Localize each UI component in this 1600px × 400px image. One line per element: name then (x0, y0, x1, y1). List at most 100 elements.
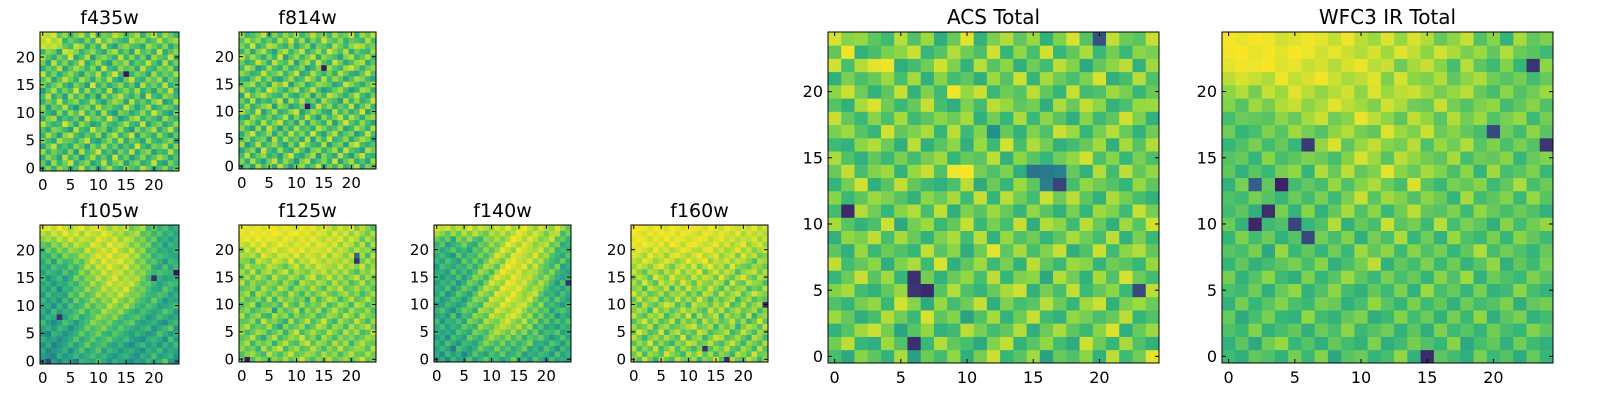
heatmap-cell (162, 120, 169, 127)
heatmap-cell (658, 257, 665, 264)
heatmap-cell (894, 164, 908, 179)
heatmap-cell (304, 323, 311, 330)
heatmap-cell (841, 296, 855, 311)
heatmap-cell (652, 246, 659, 253)
heatmap-cell (658, 252, 665, 259)
heatmap-cell (167, 32, 174, 38)
heatmap-cell (696, 334, 703, 341)
heatmap-cell (636, 312, 643, 319)
heatmap-cell (554, 257, 561, 264)
heatmap-cell (348, 70, 355, 77)
heatmap-cell (1248, 230, 1263, 245)
heatmap-cell (1354, 296, 1369, 311)
heatmap-cell (702, 318, 709, 325)
heatmap-cell (1106, 204, 1120, 218)
heatmap-cell (162, 241, 169, 248)
heatmap-cell (828, 32, 842, 46)
heatmap-cell (641, 246, 648, 253)
heatmap-cell (505, 225, 512, 231)
heatmap-cell (1394, 270, 1408, 284)
heatmap-cell (239, 119, 245, 126)
heatmap-cell (310, 64, 317, 71)
heatmap-cell (282, 246, 289, 253)
heatmap-cell (359, 323, 366, 330)
heatmap-cell (724, 312, 731, 319)
heatmap-cell (920, 204, 935, 218)
heatmap-cell (282, 318, 289, 325)
heatmap-cell (652, 345, 659, 352)
heatmap-cell (483, 323, 490, 330)
heatmap-cell (95, 93, 102, 100)
heatmap-cell (106, 165, 113, 172)
heatmap-cell (867, 164, 882, 179)
heatmap-cell (641, 356, 648, 363)
heatmap-cell (439, 307, 446, 314)
heatmap-cell (156, 159, 163, 166)
heatmap-cell (1026, 124, 1041, 139)
heatmap-cell (145, 32, 152, 38)
heatmap-cell (249, 246, 256, 253)
heatmap-cell (134, 54, 141, 61)
heatmap-cell (973, 164, 988, 179)
heatmap-cell (1367, 270, 1382, 284)
heatmap-cell (472, 323, 479, 330)
heatmap-cell (933, 190, 948, 205)
heatmap-cell (933, 230, 948, 245)
heatmap-cell (112, 291, 119, 298)
heatmap-cell (288, 70, 295, 77)
heatmap-cell (255, 48, 262, 55)
heatmap-cell (123, 236, 130, 243)
heatmap-cell (499, 296, 506, 303)
heatmap-cell (112, 330, 119, 337)
heatmap-cell (631, 323, 637, 330)
heatmap-cell (1039, 243, 1054, 258)
heatmap-cell (140, 319, 147, 326)
heatmap-cell (1394, 349, 1408, 364)
heatmap-cell (696, 257, 703, 264)
heatmap-cell (101, 132, 108, 139)
heatmap-cell (461, 268, 468, 275)
heatmap-cell (663, 285, 670, 292)
heatmap-cell (134, 93, 141, 100)
heatmap-cell (631, 257, 637, 264)
heatmap-cell (543, 235, 550, 242)
heatmap-cell (123, 336, 130, 343)
heatmap-cell (45, 87, 52, 94)
heatmap-cell (101, 98, 108, 105)
heatmap-cell (1539, 243, 1554, 258)
heatmap-cell (359, 64, 366, 71)
heatmap-cell (112, 336, 119, 343)
heatmap-cell (499, 356, 506, 363)
heatmap-cell (1301, 230, 1316, 245)
heatmap-cell (337, 257, 344, 264)
heatmap-cell (1235, 177, 1249, 192)
heatmap-cell (249, 141, 256, 148)
heatmap-cell (1145, 84, 1160, 99)
heatmap-cell (348, 241, 355, 248)
heatmap-cell (288, 32, 295, 38)
heatmap-cell (255, 92, 262, 99)
heatmap-cell (1039, 98, 1054, 112)
heatmap-cell (359, 340, 366, 346)
heatmap-cell (1092, 164, 1107, 179)
heatmap-cell (73, 258, 80, 265)
heatmap-cell (1420, 243, 1435, 258)
heatmap-cell (282, 285, 289, 292)
heatmap-cell (1274, 151, 1289, 165)
heatmap-cell (718, 263, 725, 270)
heatmap-cell (702, 235, 709, 242)
heatmap-cell (249, 81, 256, 88)
heatmap-cell (527, 257, 534, 264)
heatmap-cell (244, 163, 251, 170)
heatmap-cell (282, 125, 289, 132)
heatmap-cell (128, 280, 135, 287)
heatmap-cell (960, 58, 975, 73)
heatmap-cell (321, 53, 328, 60)
heatmap-cell (920, 230, 935, 245)
heatmap-cell (156, 37, 163, 44)
heatmap-cell (67, 143, 74, 150)
heatmap-cell (315, 225, 322, 231)
heatmap-cell (455, 268, 462, 275)
heatmap-cell (1026, 310, 1041, 324)
heatmap-cell (244, 53, 251, 60)
